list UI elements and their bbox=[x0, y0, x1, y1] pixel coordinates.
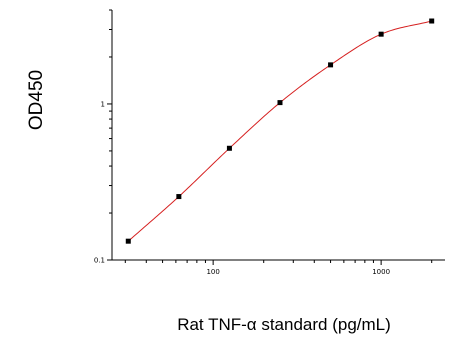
data-point bbox=[176, 194, 182, 200]
x-axis-label: Rat TNF-α standard (pg/mL) bbox=[177, 315, 391, 334]
data-points bbox=[125, 18, 435, 244]
data-point bbox=[226, 145, 232, 151]
x-tick-label: 100 bbox=[206, 268, 219, 276]
fit-curve bbox=[126, 20, 434, 244]
tick-labels: 100 1000 0.1 1 bbox=[94, 100, 390, 276]
x-tick-label: 1000 bbox=[372, 268, 390, 276]
data-point bbox=[277, 100, 283, 106]
data-point bbox=[125, 238, 131, 244]
y-tick-label: 1 bbox=[101, 100, 105, 108]
axes bbox=[107, 9, 445, 265]
data-point bbox=[378, 31, 384, 37]
y-tick-label: 0.1 bbox=[94, 257, 105, 265]
data-point bbox=[429, 18, 435, 24]
y-axis-label: OD450 bbox=[26, 70, 47, 130]
data-point bbox=[328, 62, 334, 68]
